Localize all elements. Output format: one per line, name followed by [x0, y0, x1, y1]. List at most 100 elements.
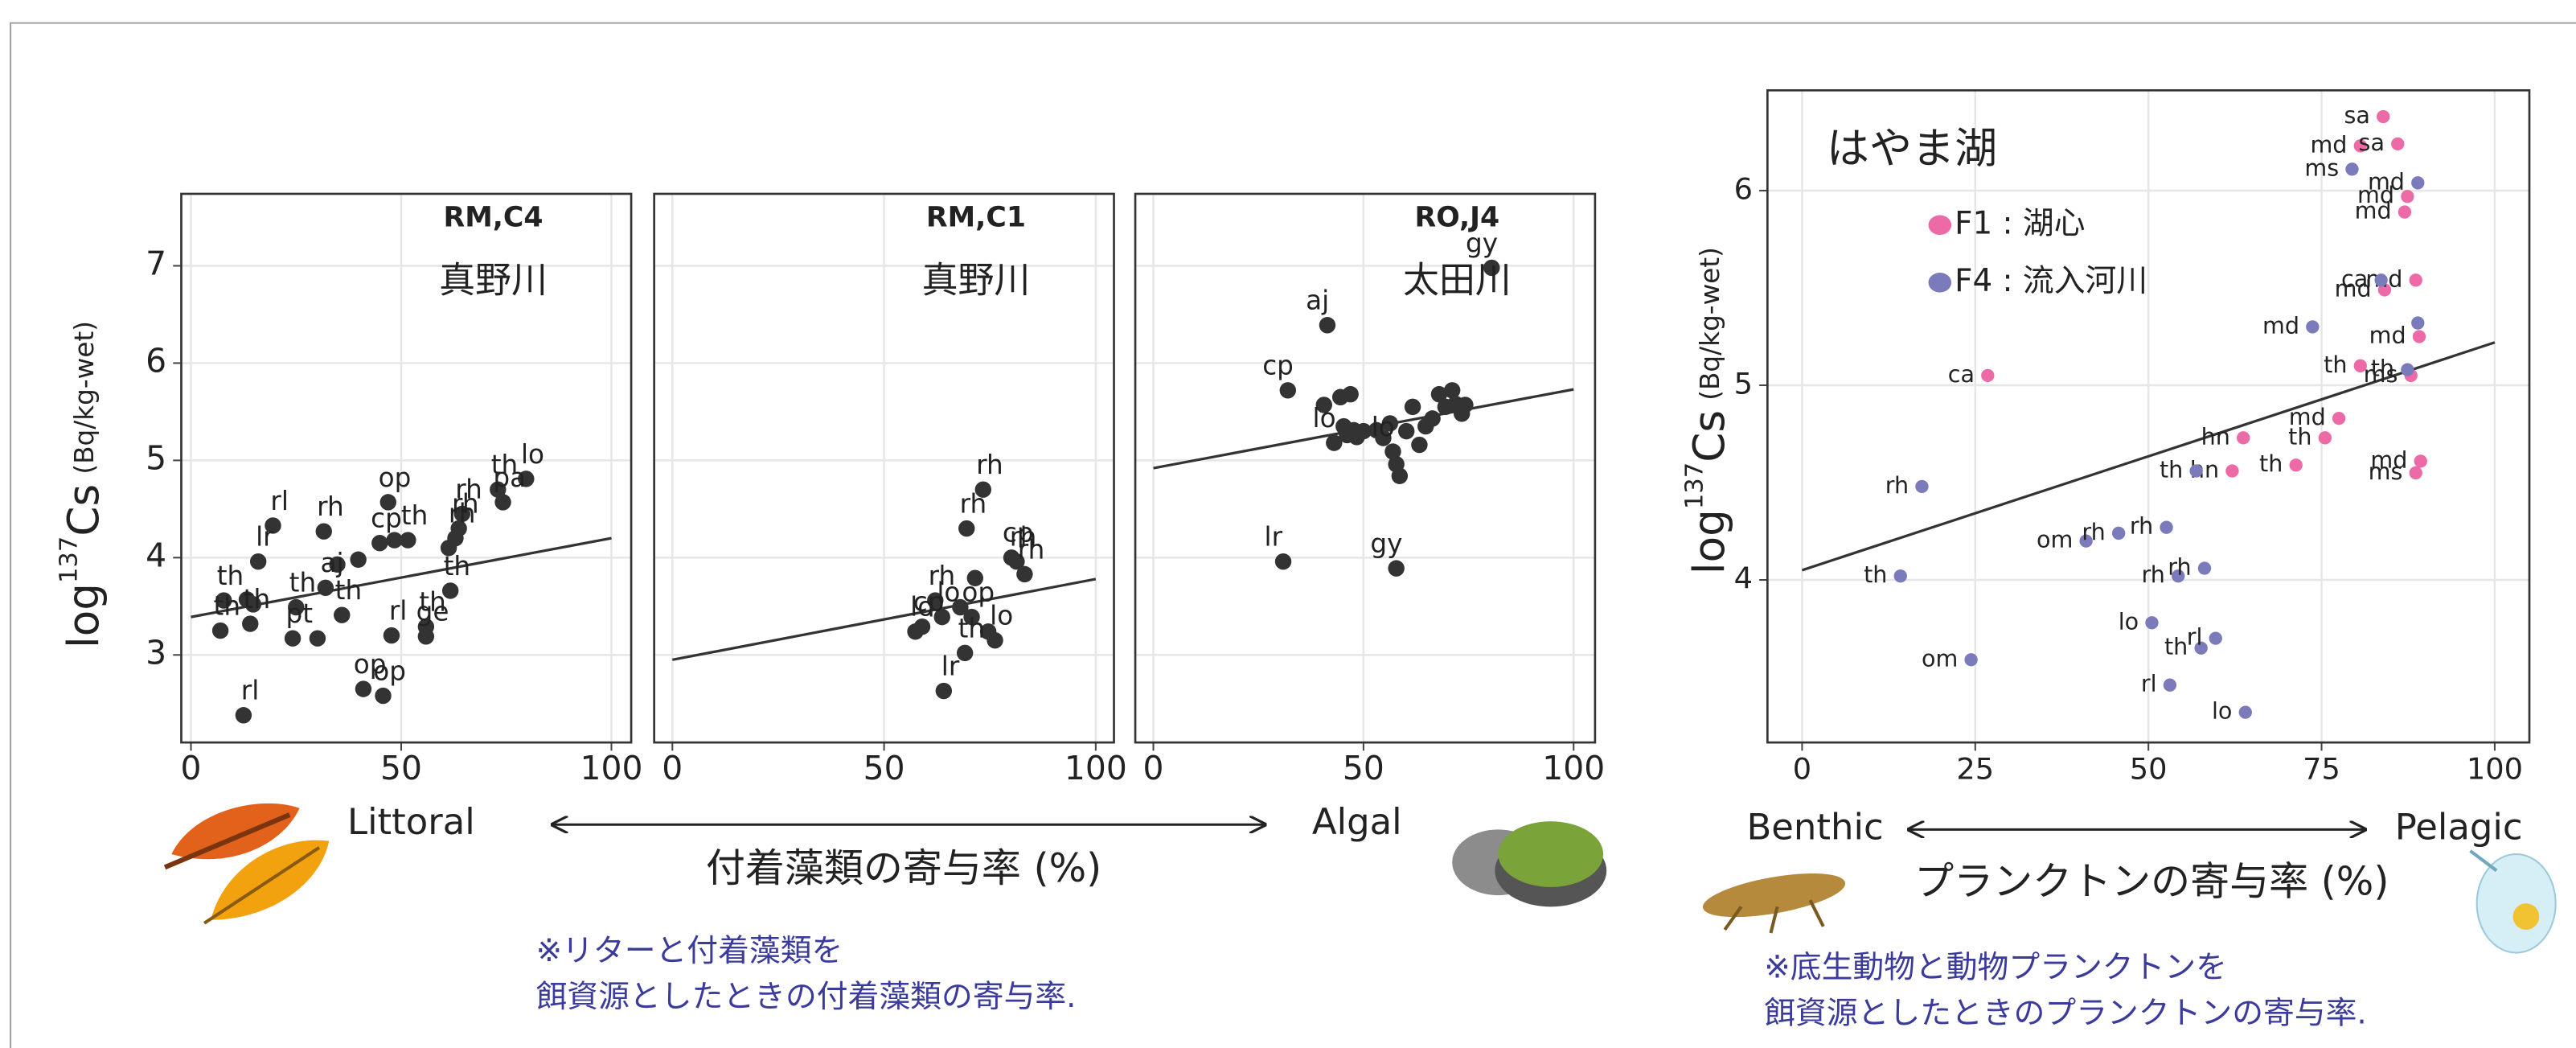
panel: 4560255075100samdsamdmdmdmdmdthmsmdthhnh… — [1734, 89, 2531, 786]
legend-label: F1 : 湖心 — [1955, 205, 2085, 241]
point-label: ms — [2369, 458, 2403, 485]
point-label: pt — [285, 598, 313, 629]
leaf-icon — [163, 803, 330, 925]
point-label: lr — [941, 651, 960, 681]
point-label: rh — [1885, 471, 1909, 499]
point — [334, 606, 351, 623]
point-label: sa — [2344, 101, 2369, 129]
point — [350, 551, 367, 568]
point — [1893, 569, 1907, 583]
panel-subtitle: 真野川 — [439, 258, 548, 301]
point-label: op — [354, 649, 387, 680]
y-tick-label: 6 — [146, 341, 166, 380]
point-label: lo — [910, 592, 933, 623]
point — [1274, 553, 1292, 570]
point — [2197, 561, 2212, 575]
y-tick-label: 5 — [1734, 367, 1753, 401]
point-label: th — [958, 613, 986, 643]
x-tick-label: 100 — [1542, 749, 1605, 787]
point-label: rl — [2141, 670, 2157, 697]
point-label: op — [962, 577, 995, 608]
x-from-label: Littoral — [347, 800, 475, 843]
point — [494, 494, 511, 511]
point — [244, 596, 262, 613]
x-tick-label: 100 — [2467, 751, 2523, 786]
point — [952, 598, 969, 616]
point — [2377, 109, 2390, 124]
note-line: 餌資源としたときのプランクトンの寄与率. — [1764, 996, 2366, 1032]
point-label: op — [379, 462, 412, 493]
point — [329, 556, 346, 573]
y-tick-label: 5 — [146, 438, 166, 477]
y-label-part: Cs — [1684, 410, 1734, 462]
y-tick-label: 4 — [146, 536, 166, 574]
frame — [10, 22, 2576, 1048]
point — [386, 532, 403, 549]
point — [375, 687, 392, 705]
point — [1483, 259, 1500, 277]
point — [288, 598, 305, 616]
point — [2111, 526, 2126, 540]
point-label: th — [401, 500, 429, 531]
legend-marker — [1928, 273, 1952, 293]
point — [2353, 359, 2367, 372]
point-label: rh — [455, 474, 482, 504]
point-label: md — [2335, 274, 2372, 302]
plot-border — [653, 192, 1115, 744]
point — [1388, 560, 1405, 577]
point — [2289, 458, 2303, 472]
point — [2306, 320, 2320, 334]
point — [1016, 565, 1033, 583]
point-label: ms — [2364, 360, 2398, 388]
y-label-part: Cs — [59, 484, 109, 536]
point-label: aj — [1306, 286, 1329, 316]
point-label: cp — [371, 503, 402, 534]
point — [1315, 397, 1332, 413]
x-axis-label: 付着藻類の寄与率 (%) — [706, 845, 1101, 891]
point — [2194, 641, 2208, 655]
y-label-part: (Bq/kg-wet) — [69, 321, 100, 475]
point-label: sa — [2359, 129, 2385, 156]
plot-background — [181, 193, 632, 743]
point — [2411, 176, 2425, 190]
point-label: ca — [2341, 265, 2368, 292]
point-label: th — [1864, 561, 1887, 588]
point — [2412, 330, 2426, 343]
point — [1355, 422, 1372, 440]
point — [249, 553, 267, 570]
point — [371, 534, 388, 552]
point-label: rh — [960, 488, 987, 519]
point-label: gy — [1370, 528, 1402, 559]
point-label: lo — [1313, 403, 1336, 434]
point-label: rh — [929, 561, 956, 591]
point — [2079, 534, 2093, 548]
note-line: ※リターと付着藻類を — [536, 933, 843, 969]
point-label: rl — [2187, 623, 2203, 651]
point — [1381, 415, 1399, 432]
point-label: th — [2164, 633, 2188, 660]
point — [2409, 466, 2422, 480]
point-label: lo — [990, 601, 1013, 631]
point — [2353, 139, 2367, 153]
point-label: rl — [270, 486, 289, 516]
point-label: md — [2370, 446, 2407, 473]
point — [383, 627, 400, 644]
point-label: md — [2355, 197, 2392, 224]
point-label: lo — [1372, 412, 1395, 442]
point — [355, 680, 372, 697]
point — [1326, 434, 1343, 451]
point-label: rh — [317, 491, 344, 522]
point — [913, 618, 931, 635]
y-tick-label: 6 — [1734, 171, 1753, 206]
point — [2145, 616, 2159, 630]
point-label: cp — [1262, 351, 1294, 381]
panel-strip: RM,C4 — [443, 202, 543, 234]
y-tick-label: 4 — [1734, 561, 1753, 596]
point — [1384, 443, 1401, 460]
point-label: th — [335, 575, 363, 606]
point-label: rh — [452, 488, 479, 519]
y-label-part: log — [59, 583, 109, 648]
point — [956, 644, 974, 662]
